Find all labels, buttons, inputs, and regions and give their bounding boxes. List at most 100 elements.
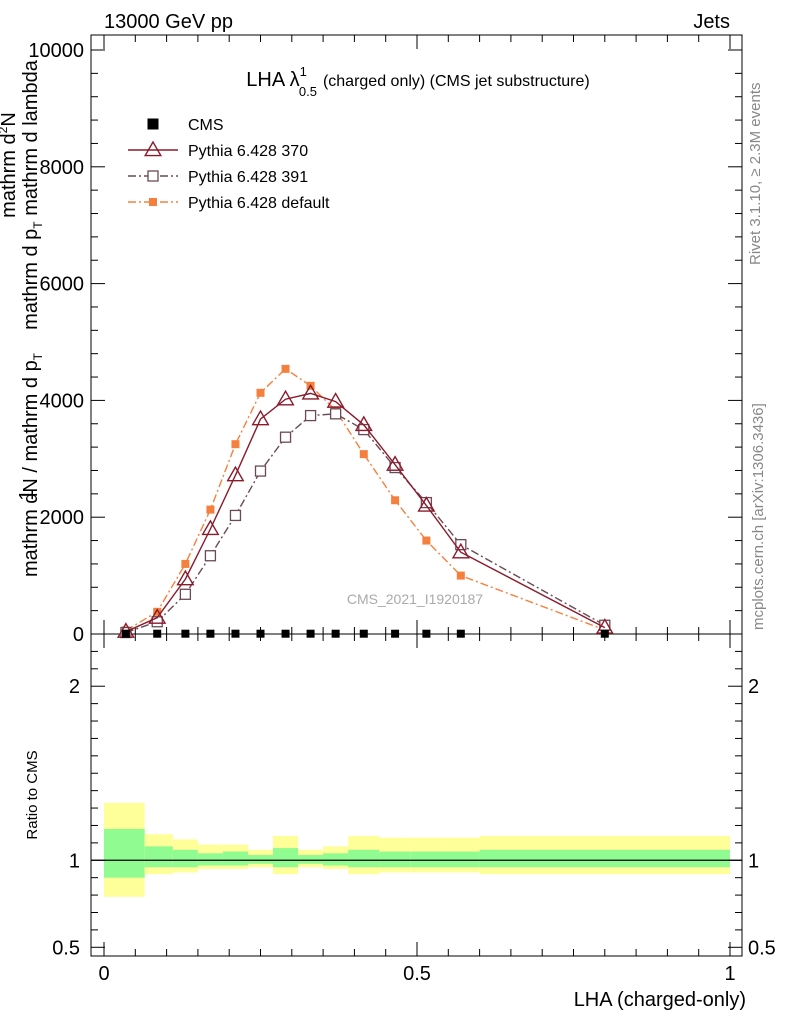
series-0-point-5 [256, 629, 265, 638]
series-1-line [125, 392, 606, 633]
series-0-point-0 [121, 629, 130, 638]
series-1-point-11 [417, 496, 436, 512]
ratio-band-green-11 [410, 851, 443, 868]
y-axis-label-numerator: mathrm d2N [0, 112, 20, 218]
ratio-band-green-8 [323, 853, 349, 866]
y-tick-label-3: 6000 [40, 274, 85, 296]
series-0-point-4 [231, 629, 240, 638]
series-1-point-9 [354, 415, 373, 432]
series-2-point-6 [279, 431, 292, 443]
x-axis-label: LHA (charged-only) [574, 989, 746, 1011]
series-0-point-3 [206, 629, 215, 638]
series-2-point-3 [204, 550, 217, 562]
y-axis-label-left-main: mathrm dN / mathrm d p [20, 360, 42, 577]
series-0-point-7 [306, 629, 315, 638]
series-1-point-8 [326, 392, 345, 408]
series-3-point-11 [422, 536, 431, 545]
y-tick-label-4: 8000 [40, 157, 85, 179]
series-1-point-6 [276, 389, 295, 406]
ratio-y-tick-label-right-1: 1 [748, 850, 759, 872]
legend-label-2: Pythia 6.428 391 [188, 169, 308, 186]
y-axis-label-numerator-sup: 2 [0, 126, 10, 133]
legend-marker-0 [147, 118, 159, 130]
ratio-band-green-12 [442, 851, 480, 868]
legend-label-1: Pythia 6.428 370 [188, 143, 308, 160]
y-axis-label-numerator-rest: N [0, 112, 20, 126]
series-3-line [125, 367, 606, 632]
series-0-point-2 [181, 629, 190, 638]
series-1-point-3 [201, 519, 220, 536]
legend: CMS Pythia 6.428 370 Pythia 6.428 391 Pythi… [128, 117, 330, 212]
y-axis-label-left-sub: T [31, 352, 45, 360]
series-2-point-7 [304, 409, 317, 422]
ratio-band-green-3 [197, 853, 223, 866]
ratio-band-green-2 [172, 849, 198, 868]
series-2-point-4 [229, 509, 242, 522]
series-3-point-12 [456, 571, 465, 580]
y-tick-label-0: 0 [73, 624, 84, 646]
data-series [116, 364, 614, 639]
series-1-point-10 [386, 455, 405, 471]
legend-marker-3 [149, 198, 157, 206]
ratio-band-green-5 [247, 855, 274, 864]
series-2-point-2 [179, 588, 192, 600]
series-1-point-4 [226, 465, 245, 482]
ratio-band-green-0 [104, 828, 145, 878]
plot-title: LHA λ1 0.5 (charged only) (CMS jet substru… [246, 64, 589, 99]
y-axis-label-denominator-sub: T [31, 221, 45, 229]
legend-marker-1 [143, 140, 163, 157]
series-1-point-2 [176, 569, 195, 586]
series-3-point-5 [256, 388, 265, 397]
analysis-watermark: CMS_2021_I1920187 [347, 591, 483, 607]
series-3-point-2 [181, 559, 190, 568]
rivet-label: Rivet 3.1.10, ≥ 2.3M events [747, 83, 764, 266]
plot-title-sup: 1 [300, 64, 307, 79]
series-0-point-1 [153, 629, 162, 638]
ratio-y-tick-label-right-0: 0.5 [748, 937, 776, 959]
series-1-point-5 [251, 409, 270, 426]
series-3-point-4 [231, 440, 240, 449]
series-1-point-12 [451, 542, 470, 559]
legend-label-0: CMS [188, 117, 224, 134]
ratio-band-green-4 [222, 851, 248, 866]
y-axis-label-denominator-main: mathrm d p [20, 229, 42, 330]
series-0-point-9 [359, 629, 368, 638]
series-0-point-13 [600, 629, 609, 638]
ratio-y-tick-label-left-1: 1 [69, 850, 80, 872]
series-0-point-10 [391, 629, 400, 638]
y-axis-label-numerator-main: mathrm d [0, 133, 20, 217]
series-1-point-1 [148, 608, 167, 624]
x-tick-label-2: 1 [724, 963, 735, 985]
series-0-point-8 [331, 629, 340, 638]
ratio-plot-frame [90, 633, 743, 957]
ratio-band-green-1 [144, 846, 173, 868]
header-process: 13000 GeV pp [104, 11, 233, 33]
y-axis-label-denominator: mathrm d pT mathrm d lambda [20, 59, 45, 330]
x-tick-label-0: 0 [98, 963, 109, 985]
y-axis-label-denominator-rest: mathrm d lambda [20, 59, 42, 221]
y-tick-label-1: 2000 [40, 507, 85, 529]
y-axis-label-left: mathrm dN / mathrm d pT [20, 352, 45, 577]
series-2-point-10 [389, 461, 401, 474]
series-3-point-6 [281, 364, 290, 373]
ratio-band-green-7 [298, 855, 324, 864]
series-3-point-9 [359, 450, 368, 459]
series-3-point-10 [391, 496, 400, 505]
series-2-line [125, 413, 606, 634]
plot-title-rest: (charged only) (CMS jet substructure) [323, 73, 590, 90]
legend-marker-2 [147, 170, 159, 182]
series-1-point-7 [301, 383, 320, 400]
plot-title-main: LHA λ [246, 69, 299, 91]
ratio-band-green-9 [348, 849, 380, 868]
mcplots-label: mcplots.cern.ch [arXiv:1306.3436] [750, 403, 767, 630]
axis-ticks [91, 35, 742, 956]
series-0-point-6 [281, 629, 290, 638]
series-3-point-1 [153, 607, 162, 616]
ratio-band-green-13 [479, 849, 730, 868]
header-category: Jets [693, 11, 730, 33]
ratio-band-green-10 [379, 851, 411, 868]
series-2-point-8 [329, 408, 342, 420]
plot-title-sub: 0.5 [299, 84, 317, 99]
series-0-point-11 [422, 629, 431, 638]
